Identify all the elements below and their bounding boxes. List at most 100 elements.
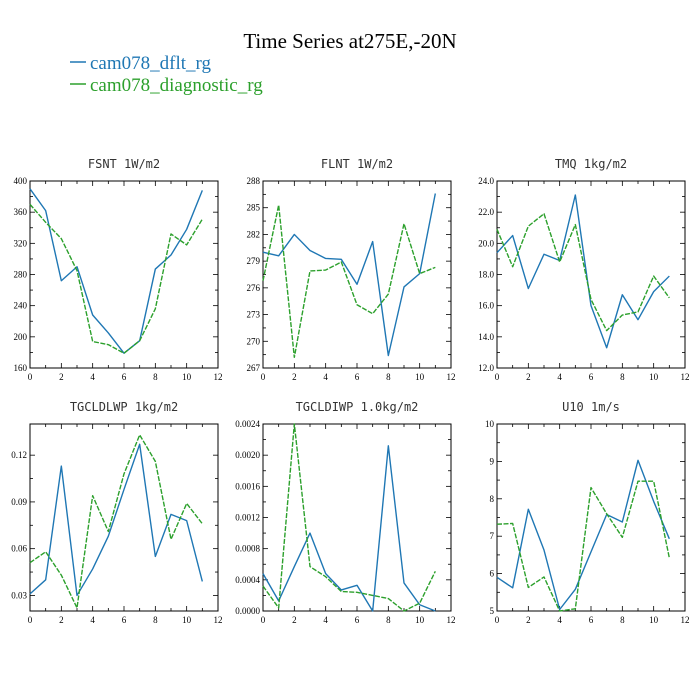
x-tick-label: 0 — [28, 372, 33, 382]
x-tick-label: 12 — [447, 372, 456, 382]
x-tick-label: 4 — [90, 372, 95, 382]
y-tick-label: 240 — [14, 301, 28, 311]
x-tick-label: 0 — [28, 615, 33, 625]
x-tick-label: 2 — [59, 615, 64, 625]
y-tick-label: 0.0004 — [235, 575, 260, 585]
series-line-0 — [496, 459, 670, 611]
y-tick-label: 280 — [14, 270, 28, 280]
series-line-0 — [262, 193, 437, 357]
x-tick-label: 10 — [182, 615, 192, 625]
chart-panel-4: TGCLDIWP 1.0kg/m2 0 2 4 6 8 10 12 0.0000 0.0004 0.… — [235, 400, 455, 625]
y-tick-label: 6 — [490, 569, 495, 579]
x-tick-label: 12 — [214, 615, 223, 625]
y-tick-label: 0.0020 — [235, 450, 260, 460]
legend-label-1: cam078_diagnostic_rg — [90, 75, 263, 96]
y-tick-label: 267 — [247, 363, 261, 373]
x-tick-label: 10 — [182, 372, 192, 382]
x-tick-label: 4 — [323, 372, 328, 382]
x-tick-label: 8 — [153, 372, 158, 382]
series-line-1 — [496, 213, 670, 332]
chart-panel-5: U10 1m/s 0 2 4 6 8 10 12 5 6 7 8 9 10 — [485, 400, 690, 625]
y-tick-label: 9 — [490, 456, 495, 466]
x-tick-label: 8 — [153, 615, 158, 625]
y-tick-label: 0.06 — [11, 544, 27, 554]
x-tick-label: 4 — [557, 372, 562, 382]
y-tick-label: 273 — [247, 310, 261, 320]
x-tick-label: 10 — [649, 372, 659, 382]
figure-legend: cam078_dflt_rg cam078_diagnostic_rg — [70, 53, 263, 96]
x-tick-label: 6 — [122, 615, 127, 625]
x-tick-label: 12 — [681, 372, 690, 382]
x-tick-label: 2 — [292, 615, 297, 625]
y-tick-label: 16.0 — [478, 301, 494, 311]
y-tick-label: 0.0016 — [235, 481, 260, 491]
x-tick-label: 6 — [355, 615, 360, 625]
x-tick-label: 8 — [386, 372, 391, 382]
y-tick-label: 24.0 — [478, 176, 494, 186]
y-tick-label: 20.0 — [478, 238, 494, 248]
y-tick-label: 400 — [14, 176, 28, 186]
plot-frame-5 — [496, 423, 686, 612]
x-tick-label: 12 — [214, 372, 223, 382]
y-tick-label: 12.0 — [478, 363, 494, 373]
y-tick-label: 0.03 — [11, 590, 27, 600]
x-tick-label: 10 — [649, 615, 659, 625]
chart-title-1: FLNT 1W/m2 — [321, 157, 393, 171]
y-tick-label: 5 — [490, 606, 495, 616]
y-tick-label: 288 — [247, 176, 261, 186]
x-tick-label: 10 — [415, 615, 425, 625]
y-tick-label: 22.0 — [478, 207, 494, 217]
y-tick-label: 285 — [247, 203, 261, 213]
x-tick-label: 6 — [589, 615, 594, 625]
x-tick-label: 2 — [526, 372, 531, 382]
figure-title: Time Series at275E,-20N — [243, 29, 456, 53]
chart-title-0: FSNT 1W/m2 — [88, 157, 160, 171]
y-tick-label: 18.0 — [478, 270, 494, 280]
chart-title-3: TGCLDLWP 1kg/m2 — [70, 400, 178, 414]
y-tick-label: 276 — [247, 283, 261, 293]
y-tick-label: 282 — [247, 229, 261, 239]
y-tick-label: 279 — [247, 256, 261, 266]
x-tick-label: 4 — [323, 615, 328, 625]
series-line-0 — [29, 443, 204, 597]
y-tick-label: 200 — [14, 332, 28, 342]
plot-frame-1 — [262, 180, 452, 369]
y-tick-label: 0.09 — [11, 497, 27, 507]
series-line-0 — [29, 188, 203, 354]
chart-panel-3: TGCLDLWP 1kg/m2 0 2 4 6 8 10 12 0.03 0.06 0.09 0.12 — [11, 400, 222, 625]
chart-title-4: TGCLDIWP 1.0kg/m2 — [296, 400, 419, 414]
x-tick-label: 4 — [90, 615, 95, 625]
y-tick-label: 160 — [14, 363, 28, 373]
x-tick-label: 0 — [261, 615, 266, 625]
x-tick-label: 0 — [261, 372, 266, 382]
panels-container: FSNT 1W/m20 2 4 6 8 10 12160200240280320360400… — [11, 157, 689, 625]
x-tick-label: 2 — [292, 372, 297, 382]
series-line-0 — [262, 445, 436, 612]
y-tick-label: 0.0000 — [235, 606, 260, 616]
x-tick-label: 2 — [59, 372, 64, 382]
y-tick-label: 8 — [490, 494, 495, 504]
x-tick-label: 4 — [557, 615, 562, 625]
series-line-1 — [29, 434, 203, 609]
plot-frame-0 — [29, 180, 219, 369]
y-tick-label: 0.12 — [11, 450, 27, 460]
chart-panel-1: FLNT 1W/m2 0 2 4 6 8 10 12 267 270 273 276 279 282 285… — [247, 157, 456, 382]
series-line-1 — [262, 204, 436, 359]
chart-panel-2: TMQ 1kg/m2 0 2 4 6 8 10 12 12.0 14.0 16.0 18.0 20.0 2… — [478, 157, 689, 382]
x-tick-label: 6 — [122, 372, 127, 382]
x-tick-label: 6 — [589, 372, 594, 382]
y-tick-label: 320 — [14, 238, 28, 248]
x-tick-label: 8 — [620, 615, 625, 625]
x-tick-label: 2 — [526, 615, 531, 625]
y-tick-label: 0.0012 — [235, 513, 260, 523]
chart-panel-0: FSNT 1W/m2 0 2 4 6 8 10 12 160 200 240 280 320 360 400 — [14, 157, 223, 382]
y-tick-label: 10 — [485, 419, 495, 429]
plot-frame-3 — [29, 423, 219, 612]
y-tick-label: 14.0 — [478, 332, 494, 342]
y-tick-label: 0.0008 — [235, 544, 260, 554]
x-tick-label: 8 — [386, 615, 391, 625]
chart-title-5: U10 1m/s — [562, 400, 620, 414]
series-line-1 — [496, 480, 671, 612]
x-tick-label: 12 — [681, 615, 690, 625]
